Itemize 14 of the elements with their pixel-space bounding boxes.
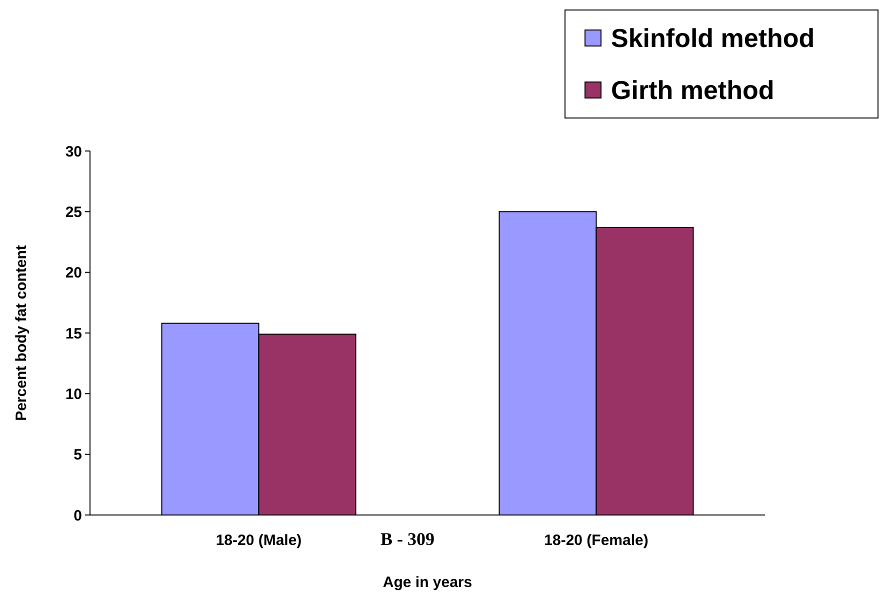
y-tick-label: 10 [65, 386, 82, 403]
y-tick-label: 25 [65, 204, 82, 221]
y-tick-label: 0 [74, 507, 82, 524]
legend-label: Skinfold method [611, 23, 815, 54]
y-tick-label: 30 [65, 143, 82, 160]
x-tick-label: 18-20 (Male) [216, 532, 302, 549]
legend-label: Girth method [611, 75, 774, 106]
y-tick-label: 5 [74, 446, 82, 464]
x-tick-label: 18-20 (Female) [544, 532, 648, 549]
text: B - 309 [380, 529, 434, 549]
y-tick-label: 15 [65, 325, 82, 342]
y-axis-title: Percent body fat content [13, 245, 30, 421]
y-tick-label: 20 [65, 264, 82, 282]
x-axis-title: Age in years [382, 574, 472, 591]
